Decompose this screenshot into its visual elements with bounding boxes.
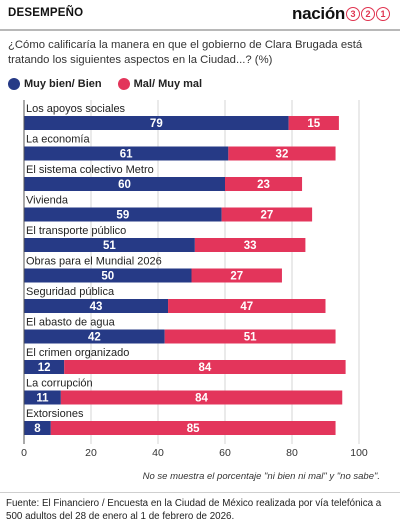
section-label: DESEMPEÑO: [8, 7, 84, 19]
legend-swatch-negative: [117, 78, 130, 90]
category-label: Obras para el Mundial 2026: [26, 256, 162, 268]
bar-negative: [221, 207, 313, 222]
brand-wordmark: nación: [292, 4, 345, 23]
footer-divider: [0, 492, 400, 493]
data-label-negative: 23: [257, 179, 270, 191]
brand-digit-1: 3: [346, 7, 360, 21]
data-label-positive: 60: [118, 179, 131, 191]
survey-question: ¿Cómo calificaría la manera en que el go…: [8, 39, 363, 66]
bar-negative: [60, 390, 343, 405]
category-label: El crimen organizado: [26, 347, 129, 359]
header-divider: [0, 29, 400, 31]
bar-negative: [168, 299, 326, 313]
category-label: El sistema colectivo Metro: [26, 164, 154, 176]
stacked-bar-chart: Los apoyos sociales 79 15 La economía 61 32 El…: [21, 100, 368, 459]
data-label-negative: 51: [244, 332, 257, 344]
header-bar: DESEMPEÑO nación 3 2 1: [0, 0, 400, 30]
chart-footnote: No se muestra el porcentaje "ni bien ni …: [142, 471, 380, 482]
legend-swatch-positive: [8, 78, 20, 90]
x-tick-label: 20: [85, 447, 97, 459]
chart-legend: Muy bien/ Bien Mal/ Muy mal: [8, 76, 218, 92]
bar-positive: [24, 390, 61, 405]
data-label-positive: 12: [38, 362, 51, 374]
data-label-negative: 47: [240, 301, 253, 313]
bar-negative: [191, 268, 282, 283]
data-label-positive: 61: [120, 149, 133, 161]
data-label-positive: 50: [101, 271, 114, 283]
bar-positive: [24, 299, 169, 313]
bar-positive: [24, 360, 65, 374]
data-label-positive: 43: [90, 301, 103, 313]
legend-label-negative: Mal/ Muy mal: [133, 78, 203, 90]
category-label: El transporte público: [26, 225, 126, 237]
data-label-negative: 27: [260, 210, 273, 222]
bar-negative: [50, 421, 336, 435]
category-label: La corrupción: [26, 378, 93, 390]
bar-negative: [164, 329, 336, 344]
legend-label-positive: Muy bien/ Bien: [24, 78, 102, 90]
data-label-positive: 42: [88, 332, 101, 344]
x-tick-label: 100: [350, 447, 368, 459]
bar-positive: [24, 329, 165, 344]
brand-logo: nación 3 2 1: [292, 3, 390, 25]
brand-digit-3: 1: [376, 7, 390, 21]
bar-negative: [288, 116, 339, 130]
data-label-positive: 8: [34, 423, 41, 435]
category-label: Extorsiones: [26, 408, 84, 420]
data-label-positive: 51: [103, 240, 116, 252]
bar-positive: [24, 177, 225, 191]
brand-digit-2: 2: [361, 7, 375, 21]
bar-negative: [225, 177, 303, 191]
data-label-positive: 59: [116, 210, 129, 222]
category-label: Vivienda: [26, 195, 69, 207]
x-tick-label: 0: [21, 447, 27, 459]
data-label-positive: 11: [36, 393, 49, 405]
bar-positive: [24, 207, 222, 222]
bar-negative: [194, 238, 306, 252]
data-label-negative: 85: [187, 423, 200, 435]
source-note: Fuente: El Financiero / Encuesta en la C…: [6, 498, 382, 522]
category-label: La economía: [26, 134, 90, 146]
x-tick-label: 60: [219, 447, 231, 459]
data-label-negative: 84: [199, 362, 212, 374]
legend-item-positive: Muy bien/ Bien: [8, 78, 102, 90]
data-label-negative: 33: [244, 240, 257, 252]
data-label-negative: 15: [307, 118, 320, 130]
x-tick-label: 40: [152, 447, 164, 459]
bar-positive: [24, 238, 195, 252]
legend-item-negative: Mal/ Muy mal: [117, 78, 203, 90]
x-tick-label: 80: [286, 447, 298, 459]
category-label: Los apoyos sociales: [26, 103, 126, 115]
category-label: El abasto de agua: [26, 317, 116, 329]
data-label-negative: 27: [230, 271, 243, 283]
bar-positive: [24, 116, 289, 130]
data-label-negative: 84: [195, 393, 208, 405]
bar-positive: [24, 268, 192, 283]
category-label: Seguridad pública: [26, 286, 115, 298]
data-label-positive: 79: [150, 118, 163, 130]
bar-negative: [64, 360, 346, 374]
bar-positive: [24, 421, 51, 435]
data-label-negative: 32: [276, 149, 289, 161]
bar-positive: [24, 146, 229, 161]
bar-negative: [228, 146, 336, 161]
